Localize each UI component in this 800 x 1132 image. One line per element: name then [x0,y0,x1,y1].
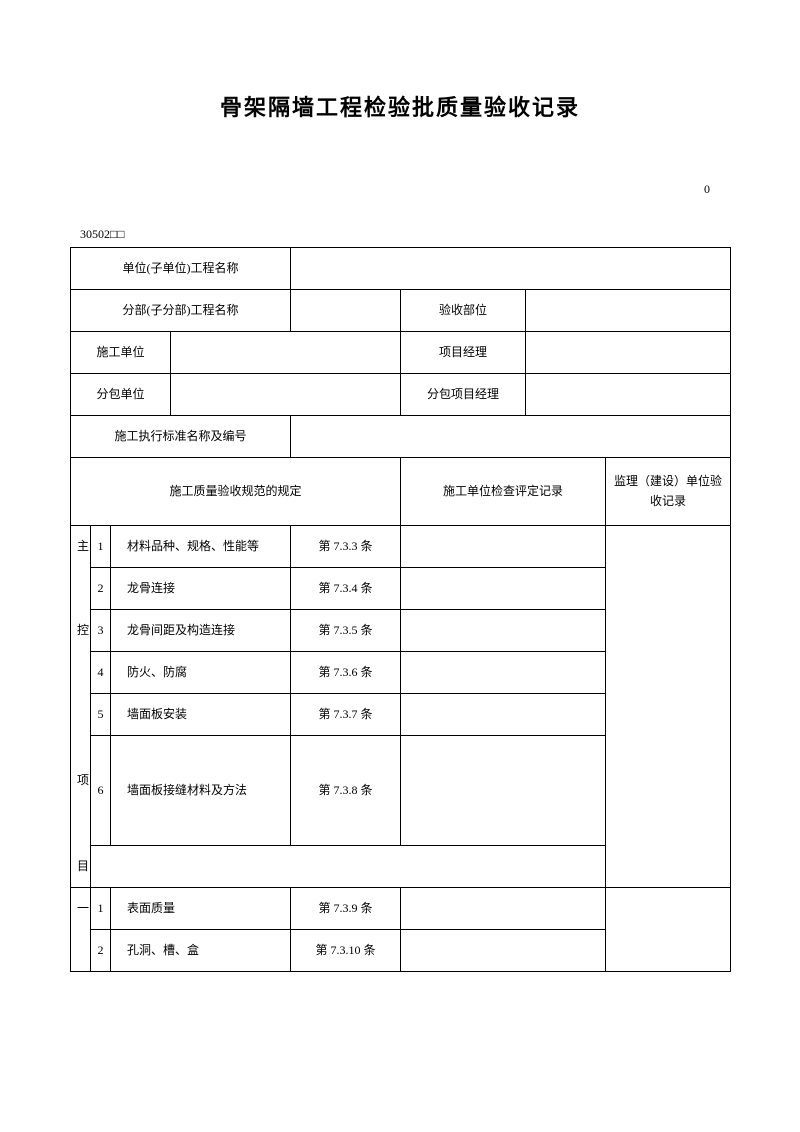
table-row: 施工单位 项目经理 [71,332,731,374]
spec-rules-header: 施工质量验收规范的规定 [71,478,400,505]
item-check-value [401,888,606,930]
item-check-value [401,526,606,568]
item-check-value [401,930,606,972]
table-row: 施工执行标准名称及编号 [71,416,731,458]
section-general: 一 [71,895,90,922]
table-row: 施工质量验收规范的规定 施工单位检查评定记录 监理（建设）单位验收记录 [71,458,731,526]
subcontract-unit-value [171,374,401,416]
section-control: 控 [71,617,90,644]
item-ref: 第 7.3.3 条 [291,533,400,560]
sub-project-value [291,290,401,332]
construction-unit-label: 施工单位 [71,339,170,366]
acceptance-part-label: 验收部位 [401,297,525,324]
check-record-header: 施工单位检查评定记录 [401,478,605,505]
item-name: 材料品种、规格、性能等 [121,533,290,560]
item-check-value [401,736,606,846]
item-ref: 第 7.3.7 条 [291,701,400,728]
section-item: 项 [71,745,90,794]
item-ref: 第 7.3.9 条 [291,895,400,922]
item-num: 4 [91,659,110,686]
table-row: 单位(子单位)工程名称 [71,248,731,290]
subcontract-pm-value [526,374,731,416]
table-row: 一 1 表面质量 第 7.3.9 条 [71,888,731,930]
item-num: 2 [91,575,110,602]
item-name: 龙骨间距及构造连接 [121,617,290,644]
item-num: 1 [91,895,110,922]
item-num: 6 [91,777,110,804]
acceptance-part-value [526,290,731,332]
sub-project-label: 分部(子分部)工程名称 [71,297,290,324]
unit-project-value [291,248,731,290]
subcontract-pm-label: 分包项目经理 [401,381,525,408]
supervision-value [606,526,731,888]
item-ref: 第 7.3.8 条 [291,777,400,804]
supervision-value-general [606,888,731,972]
item-check-value [401,652,606,694]
standard-name-value [291,416,731,458]
subcontract-unit-label: 分包单位 [71,381,170,408]
item-check-value [401,694,606,736]
section-main: 主 [71,533,90,560]
item-num: 1 [91,533,110,560]
item-num: 3 [91,617,110,644]
item-name: 孔洞、槽、盒 [121,937,290,964]
page-title: 骨架隔墙工程检验批质量验收记录 [70,90,730,122]
item-ref: 第 7.3.5 条 [291,617,400,644]
section-mu: 目 [71,853,90,880]
item-name: 表面质量 [121,895,290,922]
top-right-zero: 0 [70,182,730,197]
item-num: 2 [91,937,110,964]
project-manager-value [526,332,731,374]
item-name: 防火、防腐 [121,659,290,686]
form-code: 30502□□ [70,227,730,242]
table-row: 分包单位 分包项目经理 [71,374,731,416]
item-num: 5 [91,701,110,728]
table-row: 分部(子分部)工程名称 验收部位 [71,290,731,332]
project-manager-label: 项目经理 [401,339,525,366]
item-name: 龙骨连接 [121,575,290,602]
item-check-value [401,610,606,652]
item-ref: 第 7.3.10 条 [291,937,400,964]
item-ref: 第 7.3.4 条 [291,575,400,602]
item-check-value [401,568,606,610]
unit-project-label: 单位(子单位)工程名称 [71,255,290,282]
item-name: 墙面板接缝材料及方法 [121,777,290,804]
construction-unit-value [171,332,401,374]
inspection-table: 单位(子单位)工程名称 分部(子分部)工程名称 验收部位 施工单位 项目经理 分… [70,247,731,972]
item-name: 墙面板安装 [121,701,290,728]
supervision-record-header: 监理（建设）单位验收记录 [606,468,730,514]
item-ref: 第 7.3.6 条 [291,659,400,686]
standard-name-label: 施工执行标准名称及编号 [71,423,290,450]
